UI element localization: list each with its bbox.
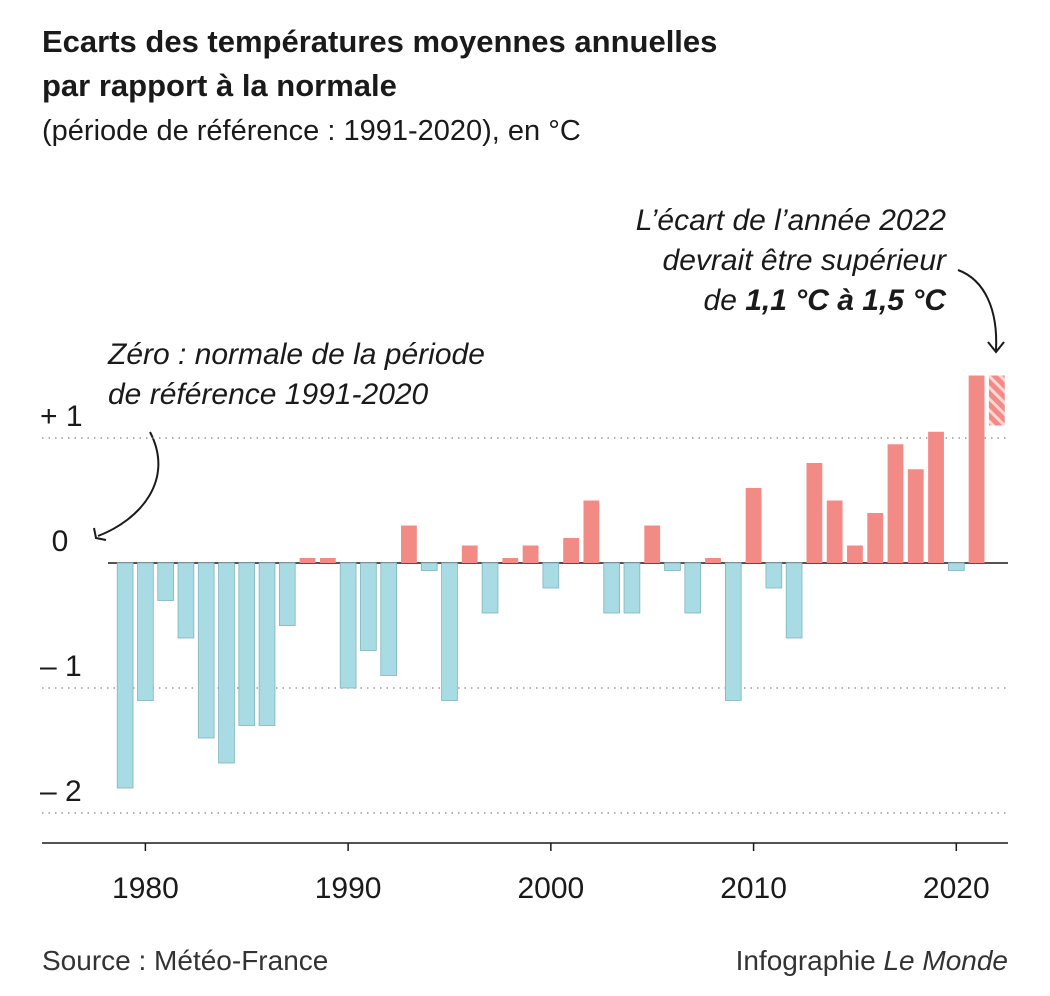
bar [928, 431, 944, 563]
bar [745, 488, 762, 563]
bar [197, 562, 215, 739]
bar [401, 525, 417, 563]
bar [137, 562, 154, 701]
bar [278, 562, 296, 626]
bar [258, 562, 276, 726]
bar [563, 538, 580, 563]
bar [339, 562, 357, 689]
bar [765, 562, 783, 589]
bar [542, 562, 560, 589]
bar [319, 558, 336, 563]
bar [603, 562, 620, 614]
credit: Infographie Le Monde [736, 945, 1008, 976]
y-tick-label: 0 [52, 525, 69, 558]
x-tick-label: 2000 [517, 872, 584, 905]
bar [785, 562, 803, 639]
bar [502, 558, 519, 563]
bar [887, 444, 904, 563]
bar [947, 562, 965, 571]
x-tick-label: 2020 [923, 872, 990, 905]
estimate-range [988, 375, 1005, 426]
chart-title: par rapport à la normale [42, 68, 397, 103]
annotation: devrait être supérieur [663, 244, 947, 277]
arrow [97, 431, 160, 537]
y-tick-label: – 1 [40, 650, 82, 683]
credit-name: Le Monde [883, 945, 1008, 976]
bar [238, 562, 256, 726]
annotation-bold: 1,1 °C à 1,5 °C [745, 284, 947, 317]
bar [968, 375, 985, 563]
arrow-head [987, 341, 1005, 354]
bar [705, 558, 721, 563]
bar [806, 463, 823, 563]
bar [116, 562, 134, 789]
bar [360, 562, 377, 651]
bar [380, 562, 397, 676]
chart-subtitle: (période de référence : 1991-2020), en °… [42, 115, 581, 147]
bar [177, 562, 195, 639]
bar [218, 562, 235, 764]
bar [623, 562, 641, 614]
bar [157, 562, 174, 601]
annotation: Zéro : normale de la période [107, 338, 485, 371]
annotation: de 1,1 °C à 1,5 °C [704, 284, 948, 317]
y-tick-label: + 1 [40, 400, 83, 433]
chart-title: Ecarts des températures moyennes annuell… [42, 24, 717, 59]
arrow [957, 269, 998, 351]
bar [522, 545, 539, 563]
bar [299, 558, 316, 563]
bar [481, 562, 499, 614]
bar [724, 562, 742, 701]
bar [907, 469, 924, 563]
bar [826, 500, 843, 563]
y-tick-label: – 2 [40, 775, 82, 808]
annotation-text: de [704, 284, 737, 317]
bar [847, 545, 863, 563]
bar [441, 562, 458, 701]
bar [461, 545, 478, 563]
x-tick-label: 2010 [720, 872, 787, 905]
x-tick-label: 1990 [315, 872, 382, 905]
credit-text: Infographie [736, 945, 876, 976]
arrow-head [93, 527, 107, 541]
bar [867, 513, 884, 563]
source: Source : Météo-France [42, 945, 328, 976]
x-tick-label: 1980 [112, 872, 179, 905]
bar [644, 525, 661, 563]
bar [684, 562, 702, 614]
bar [583, 500, 600, 563]
bar [420, 562, 438, 571]
annotation: de référence 1991-2020 [108, 378, 429, 411]
bar [664, 562, 681, 571]
annotation: L’écart de l’année 2022 [636, 204, 947, 237]
